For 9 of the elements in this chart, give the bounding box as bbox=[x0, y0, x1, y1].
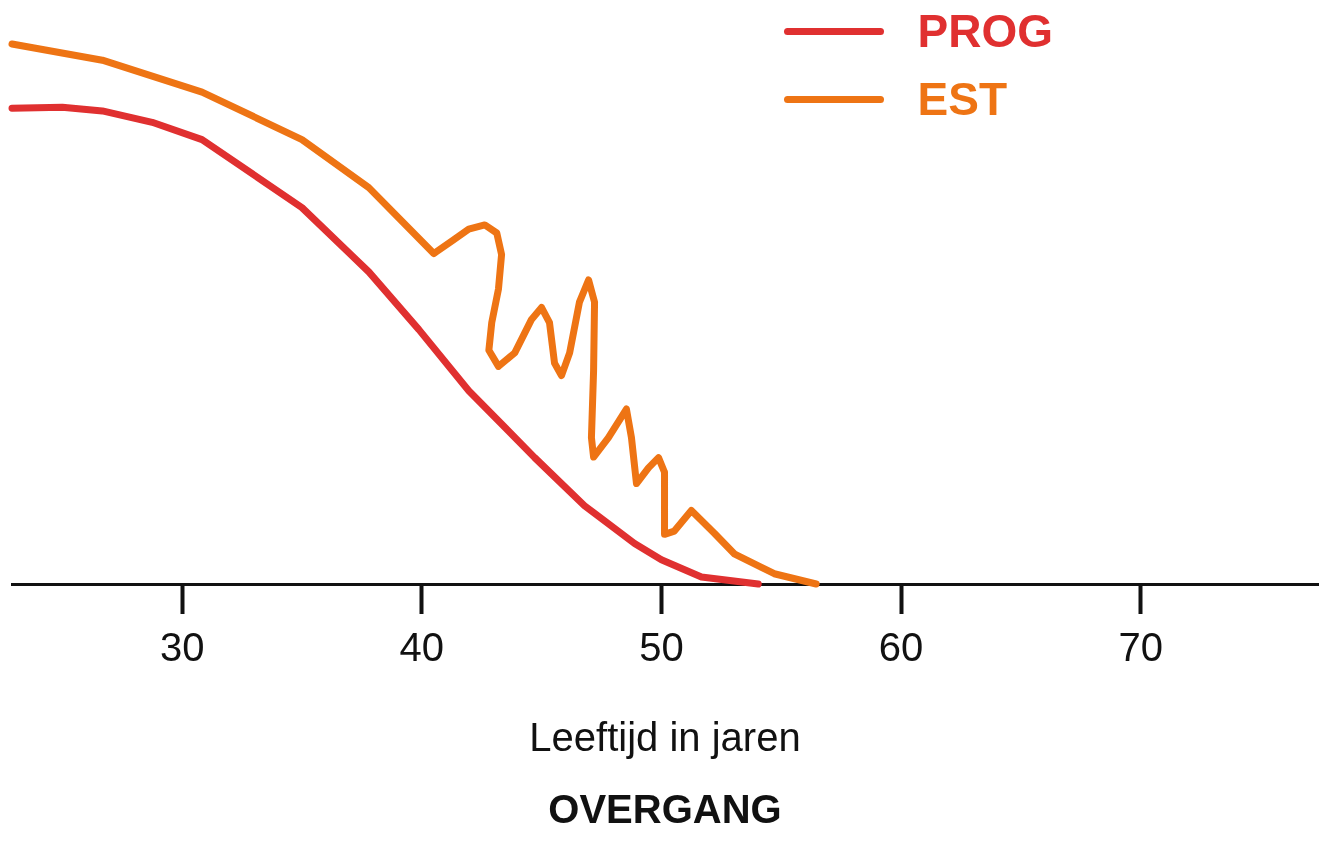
x-tick-label: 60 bbox=[878, 625, 924, 670]
x-axis-title: Leeftijd in jaren bbox=[529, 715, 801, 760]
x-tick-label: 50 bbox=[639, 625, 684, 670]
x-tick-label: 70 bbox=[1118, 625, 1163, 670]
legend-label: EST bbox=[917, 72, 1007, 126]
x-tick-label: 30 bbox=[159, 625, 205, 670]
x-tick-label: 40 bbox=[399, 625, 445, 670]
text: OVERGANG bbox=[548, 787, 782, 832]
legend-label: PROG bbox=[917, 4, 1053, 58]
